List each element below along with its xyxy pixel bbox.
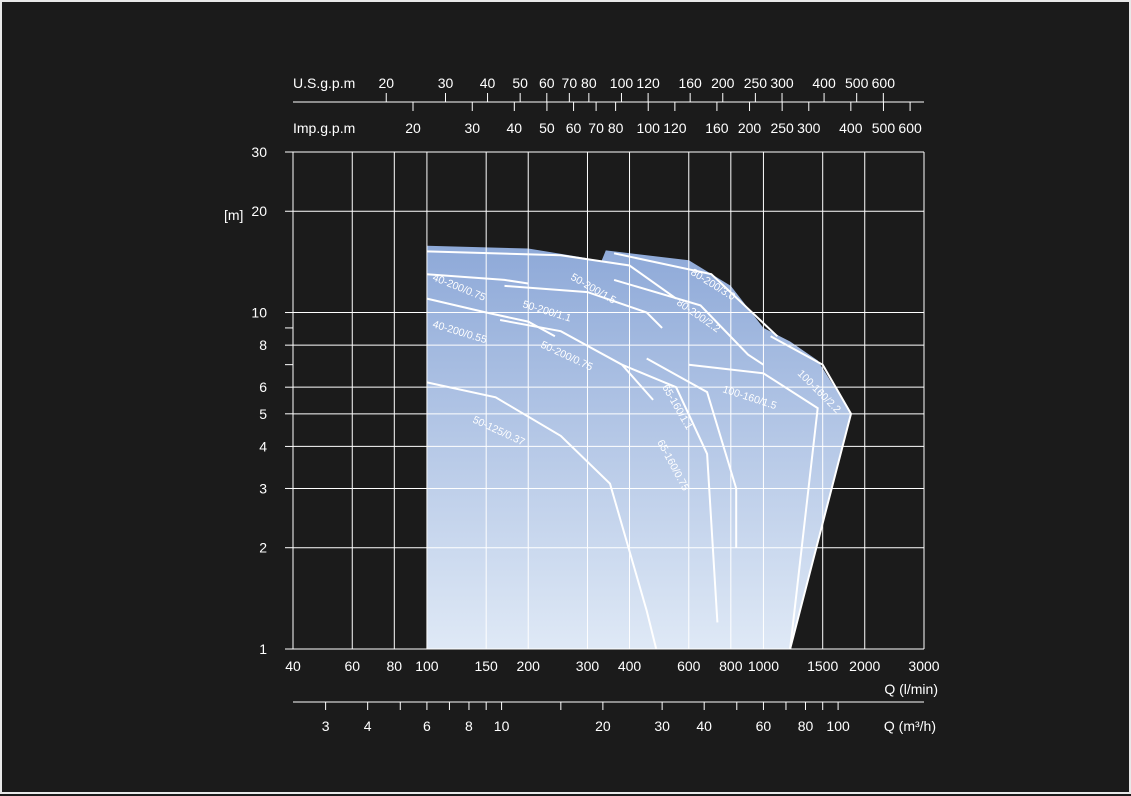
m3h-tick-label: 80: [798, 718, 814, 734]
y-tick-label: 4: [259, 438, 267, 454]
impgpm-tick-label: 70: [588, 120, 604, 136]
curve-80-200-3-0: [613, 252, 779, 338]
usgpm-tick-label: 60: [539, 75, 555, 91]
y-tick-label: 6: [259, 379, 267, 395]
usgpm-tick-label: 100: [610, 75, 634, 91]
usgpm-tick-label: 80: [581, 75, 597, 91]
m3h-tick-label: 3: [322, 718, 330, 734]
impgpm-tick-label: 50: [539, 120, 555, 136]
x-tick-label: 80: [387, 658, 403, 674]
m3h-tick-label: 10: [494, 718, 510, 734]
m3h-tick-label: 60: [756, 718, 772, 734]
x-tick-label: 3000: [908, 658, 939, 674]
usgpm-tick-label: 70: [562, 75, 578, 91]
usgpm-tick-label: 30: [438, 75, 454, 91]
x-tick-label: 100: [415, 658, 439, 674]
y-tick-label: 8: [259, 337, 267, 353]
y-tick-label: 5: [259, 406, 267, 422]
x-tick-label: 600: [677, 658, 701, 674]
usgpm-tick-label: 50: [512, 75, 528, 91]
x-tick-label: 150: [474, 658, 498, 674]
usgpm-tick-label: 160: [678, 75, 702, 91]
x-tick-label: 60: [344, 658, 360, 674]
impgpm-label: Imp.g.p.m: [293, 120, 355, 136]
x-tick-label: 200: [517, 658, 541, 674]
y-tick-label: 1: [259, 641, 267, 657]
impgpm-tick-label: 100: [637, 120, 661, 136]
impgpm-tick-label: 600: [898, 120, 922, 136]
curve-100-160-1-5: [688, 363, 819, 650]
usgpm-tick-label: 20: [378, 75, 394, 91]
usgpm-tick-label: 600: [872, 75, 896, 91]
m3h-tick-label: 30: [654, 718, 670, 734]
y-tick-label: 30: [251, 144, 267, 160]
curve-40-200-0-55: [426, 297, 556, 338]
impgpm-tick-label: 250: [770, 120, 794, 136]
impgpm-tick-label: 80: [608, 120, 624, 136]
m3h-tick-label: 4: [364, 718, 372, 734]
x-axis-label: Q (l/min): [884, 681, 938, 697]
x-tick-label: 2000: [849, 658, 880, 674]
x-tick-label: 800: [719, 658, 743, 674]
m3h-tick-label: 40: [696, 718, 712, 734]
m3h-tick-label: 6: [423, 718, 431, 734]
usgpm-tick-label: 250: [744, 75, 768, 91]
y-axis-label: [m]: [224, 207, 243, 223]
impgpm-tick-label: 400: [839, 120, 863, 136]
impgpm-tick-label: 300: [797, 120, 821, 136]
impgpm-tick-label: 20: [405, 120, 421, 136]
impgpm-tick-label: 500: [872, 120, 896, 136]
y-tick-label: 2: [259, 540, 267, 556]
curve-50-200-1-5: [426, 250, 677, 300]
impgpm-tick-label: 30: [464, 120, 480, 136]
m3h-tick-label: 100: [826, 718, 850, 734]
usgpm-tick-label: 200: [711, 75, 735, 91]
curve-50-200-0-75: [499, 319, 654, 401]
y-tick-label: 20: [251, 203, 267, 219]
coverage-area: [426, 245, 851, 649]
x-tick-label: 1500: [807, 658, 838, 674]
x-tick-label: 1000: [748, 658, 779, 674]
impgpm-tick-label: 200: [738, 120, 762, 136]
curve-50-125-0-37: [426, 381, 658, 650]
impgpm-tick-label: 60: [566, 120, 582, 136]
curve-65-160-1-1: [646, 357, 738, 548]
curve-50-200-1-1: [504, 284, 663, 329]
y-tick-label: 10: [251, 305, 267, 321]
x-tick-label: 400: [618, 658, 642, 674]
x-tick-label: 300: [576, 658, 600, 674]
curve-100-160-2-2: [770, 335, 853, 650]
impgpm-tick-label: 40: [507, 120, 523, 136]
curve-40-200-0-75: [426, 273, 529, 285]
m3h-tick-label: 20: [595, 718, 611, 734]
m3h-axis-label: Q (m³/h): [884, 718, 936, 734]
curve-80-200-2-2: [613, 278, 764, 366]
x-tick-label: 40: [285, 658, 301, 674]
impgpm-tick-label: 120: [663, 120, 687, 136]
y-tick-label: 3: [259, 480, 267, 496]
curve-65-160-0-75: [621, 363, 719, 623]
usgpm-label: U.S.g.p.m: [293, 75, 355, 91]
usgpm-tick-label: 40: [480, 75, 496, 91]
usgpm-tick-label: 500: [845, 75, 869, 91]
usgpm-tick-label: 400: [812, 75, 836, 91]
m3h-tick-label: 8: [465, 718, 473, 734]
usgpm-tick-label: 300: [770, 75, 794, 91]
impgpm-tick-label: 160: [705, 120, 729, 136]
usgpm-tick-label: 120: [636, 75, 660, 91]
